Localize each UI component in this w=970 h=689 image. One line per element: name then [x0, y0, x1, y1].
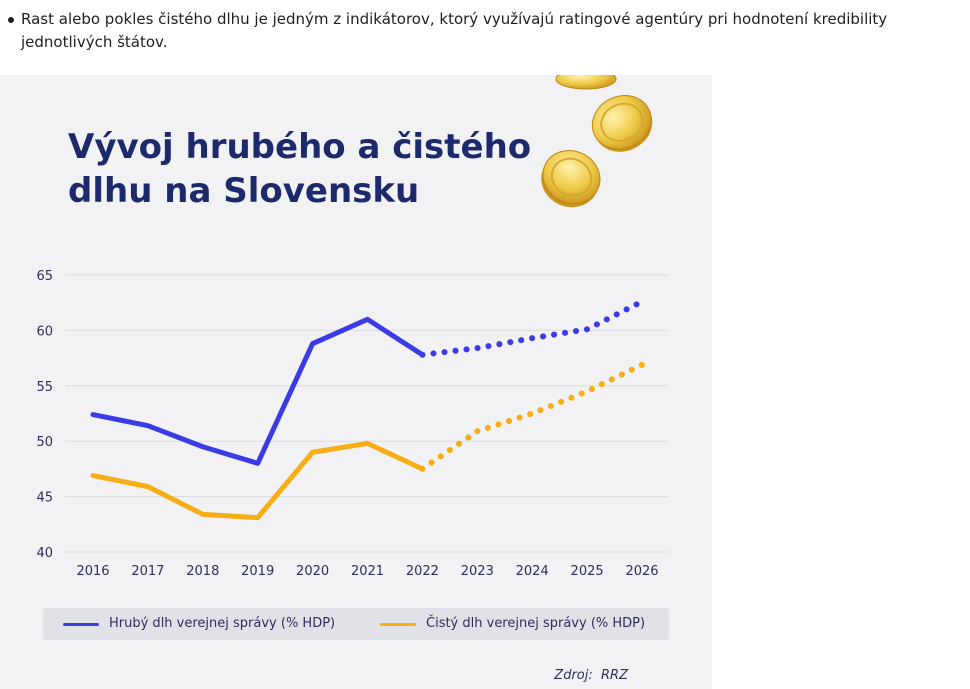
x-tick-label: 2023	[461, 564, 494, 579]
source-note: Zdroj: RRZ	[554, 668, 628, 683]
x-axis: 2016 2017 2018 2019 2020 2021 2022 2023 2024 2025…	[76, 564, 658, 579]
x-tick-label: 2021	[351, 564, 384, 579]
x-tick-label: 2018	[186, 564, 219, 579]
coin-icon	[591, 95, 653, 152]
x-tick-label: 2017	[131, 564, 164, 579]
coin-icon	[555, 75, 617, 90]
coin-icon	[541, 150, 601, 208]
y-tick-label: 60	[36, 324, 53, 339]
legend-swatch-gross	[63, 623, 99, 626]
bullet-dot	[8, 17, 14, 23]
source-value: RRZ	[601, 668, 628, 683]
chart-card: 40 45 50 55 60 65 2016 2017 2018 2019 2020 2021 202…	[0, 75, 712, 689]
y-tick-label: 40	[36, 546, 53, 561]
source-label: Zdroj:	[554, 668, 593, 683]
chart-legend: Hrubý dlh verejnej správy (% HDP) Čistý …	[43, 608, 669, 640]
x-tick-label: 2022	[406, 564, 439, 579]
x-tick-label: 2016	[76, 564, 109, 579]
legend-label-gross: Hrubý dlh verejnej správy (% HDP)	[109, 616, 336, 631]
x-tick-label: 2019	[241, 564, 274, 579]
x-tick-label: 2020	[296, 564, 329, 579]
chart-title: Vývoj hrubého a čistého dlhu na Slovensk…	[68, 127, 532, 211]
y-axis: 40 45 50 55 60 65	[36, 269, 53, 561]
chart-series	[90, 298, 645, 521]
series-line-actual	[90, 316, 425, 466]
y-tick-label: 45	[36, 491, 53, 506]
x-tick-label: 2025	[571, 564, 604, 579]
series-line-forecast	[419, 298, 645, 358]
chart-grid	[65, 274, 668, 553]
x-tick-label: 2024	[516, 564, 549, 579]
series-line-forecast	[419, 361, 645, 472]
y-tick-label: 50	[36, 435, 53, 450]
x-tick-label: 2026	[625, 564, 658, 579]
debt-line-chart: 40 45 50 55 60 65 2016 2017 2018 2019 2020 2021 202…	[36, 75, 668, 579]
paragraph-text: Rast alebo pokles čistého dlhu je jedným…	[21, 10, 888, 51]
y-tick-label: 65	[36, 269, 53, 284]
legend-label-net: Čistý dlh verejnej správy (% HDP)	[426, 616, 646, 631]
series-line-actual	[90, 440, 425, 521]
legend-swatch-net	[380, 623, 416, 626]
y-tick-label: 55	[36, 380, 53, 395]
